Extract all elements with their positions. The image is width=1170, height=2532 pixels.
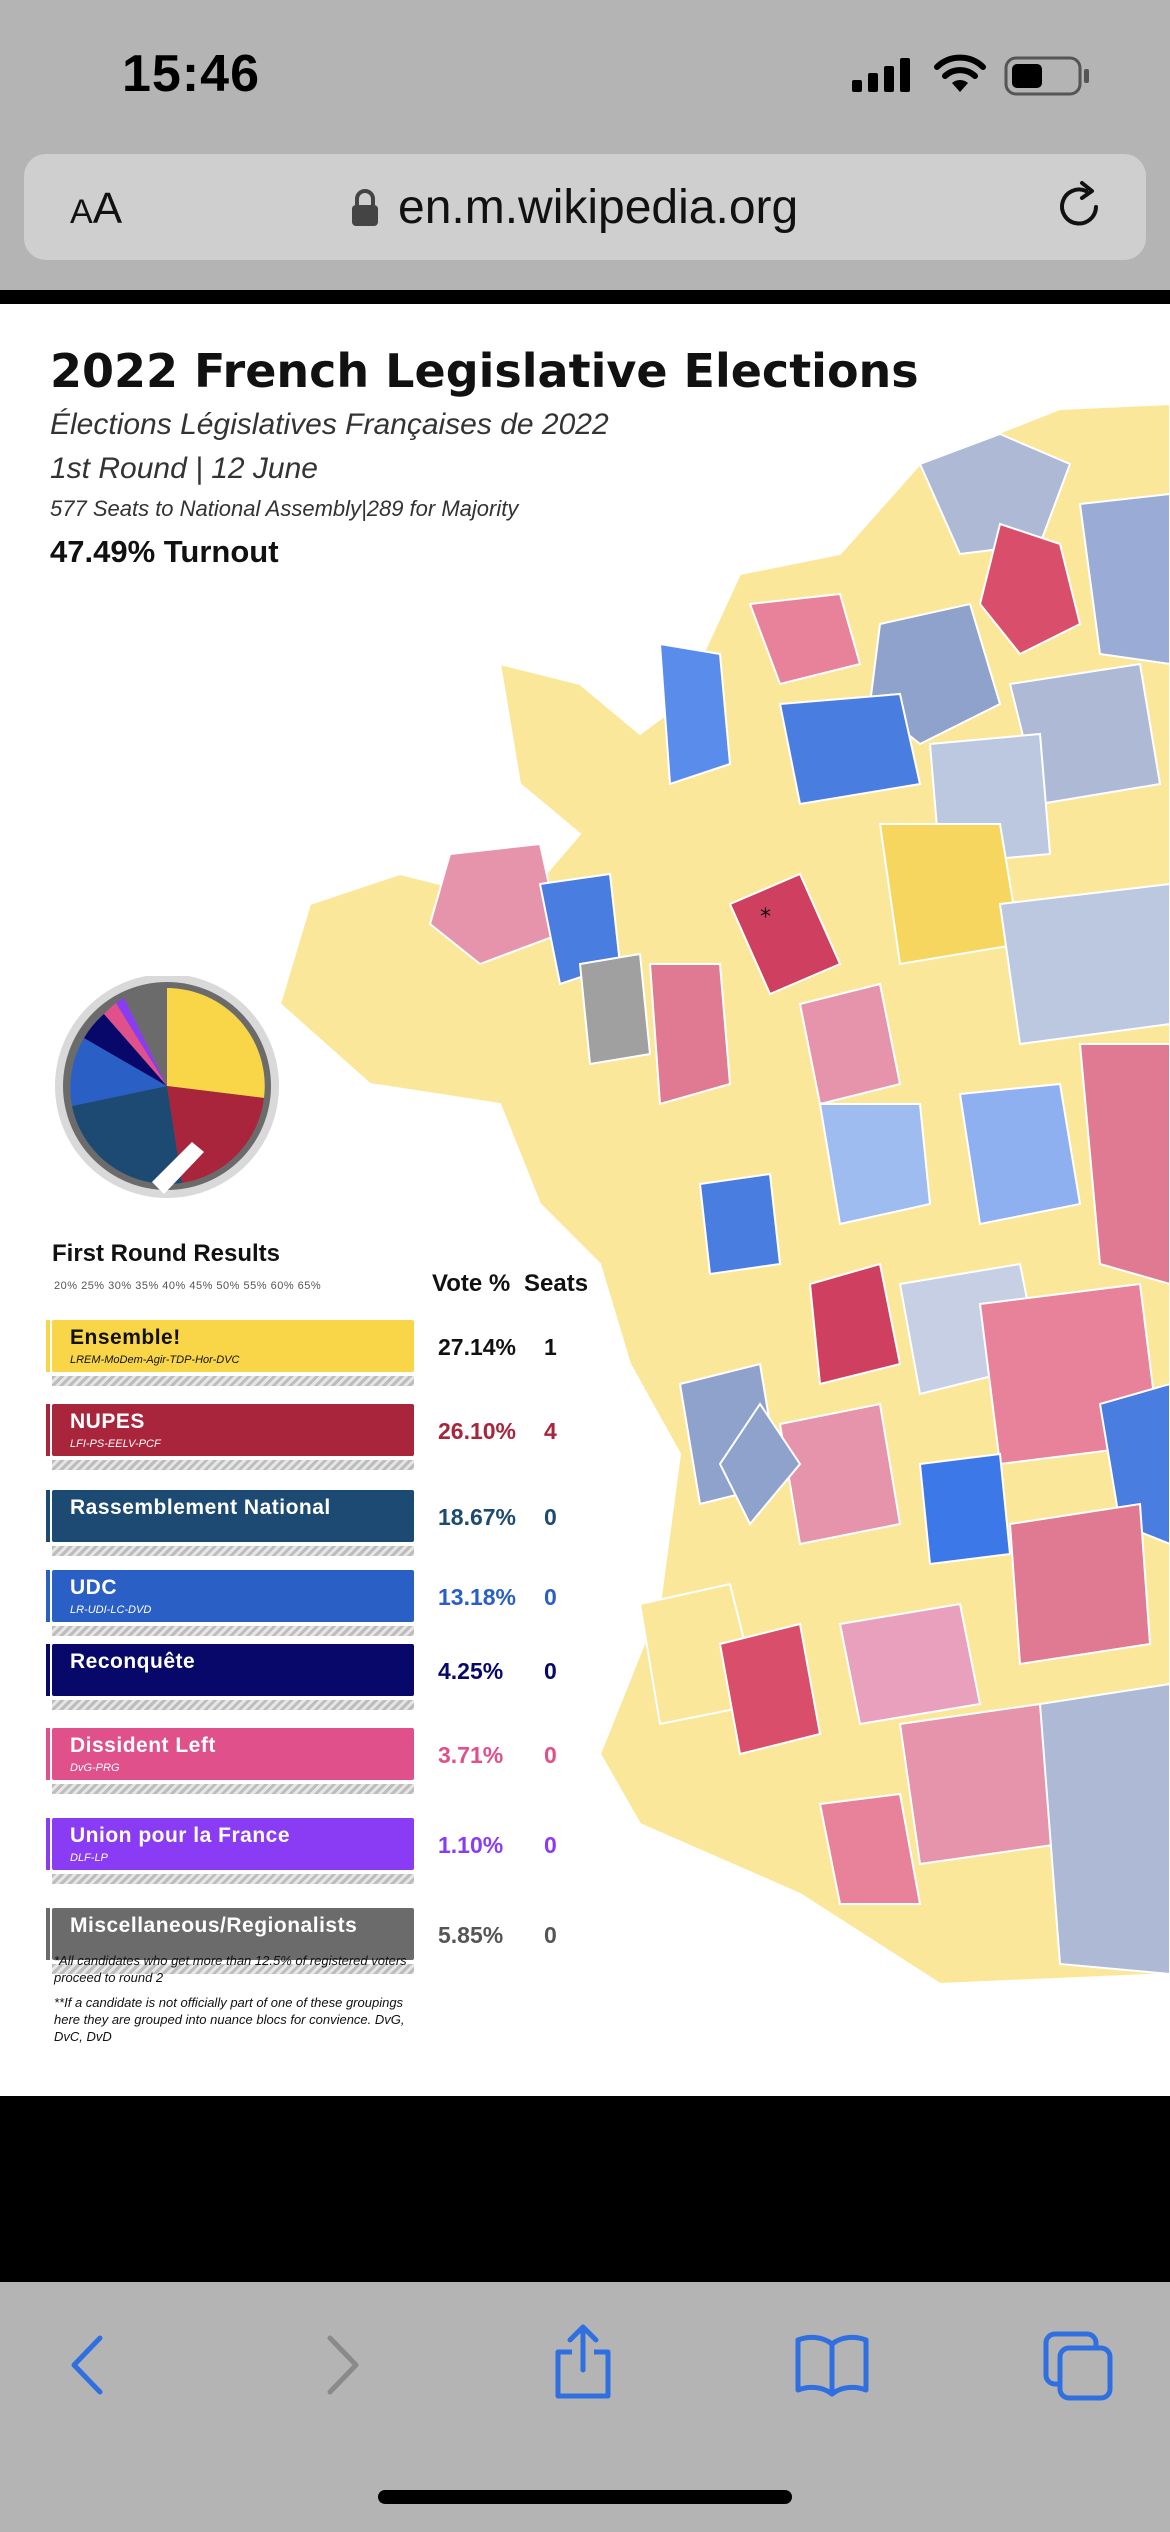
party-vote-percent: 13.18% [438,1584,517,1610]
party-name: Dissident Left [70,1734,216,1757]
party-row: Union pour la France DLF-LP [46,1818,414,1884]
party-hatch-bar [52,1626,414,1636]
bookmarks-icon[interactable] [794,2330,870,2400]
footnote-groupings: **If a candidate is not officially part … [54,1995,405,2044]
party-vote-percent: 18.67% [438,1504,517,1530]
france-results-map: * [280,404,1170,1986]
party-vote-percent: 4.25% [438,1658,504,1684]
aa-big-letter: A [92,184,123,233]
battery-icon [1004,56,1089,96]
url-text[interactable]: en.m.wikipedia.org [398,181,799,234]
party-row: Dissident Left DvG-PRG [46,1728,414,1794]
party-seats: 0 [544,1832,557,1858]
party-row: UDC LR-UDI-LC-DVD [46,1570,414,1636]
party-name: Ensemble! [70,1326,181,1349]
party-bar: Reconquête [52,1644,414,1696]
party-vote-percent: 5.85% [438,1922,504,1948]
vote-header: Vote % [432,1270,511,1297]
party-vote-percent: 27.14% [438,1334,517,1360]
party-hatch-bar [52,1874,414,1884]
address-bar[interactable]: AA en.m.wikipedia.org [24,154,1146,260]
party-row: Rassemblement National [46,1490,414,1556]
reader-text-size-button[interactable]: AA [70,184,122,234]
party-color-accent [46,1644,50,1696]
results-title: First Round Results [52,1240,281,1267]
party-color-accent [46,1490,50,1542]
party-row: Ensemble! LREM-MoDem-Agir-TDP-Hor-DVC [46,1320,414,1386]
map-round-date: 1st Round | 12 June [50,452,318,485]
party-color-accent [46,1728,50,1780]
results-scale: 20% 25% 30% 35% 40% 45% 50% 55% 60% 65% [54,1280,322,1292]
party-color-accent [46,1570,50,1622]
party-name: Miscellaneous/Regionalists [70,1914,358,1937]
status-bar: 15:46 [0,0,1170,150]
page-bottom-band [0,2096,1170,2282]
party-seats: 4 [544,1418,557,1444]
party-name: UDC [70,1576,117,1599]
party-hatch-bar [52,1460,414,1470]
aa-small-letter: A [70,193,93,231]
share-icon[interactable] [548,2322,618,2402]
party-hatch-bar [52,1546,414,1556]
party-seats: 0 [544,1584,557,1610]
svg-text:*: * [760,905,771,930]
party-hatch-bar [52,1964,414,1974]
party-subtitle: LFI-PS-EELV-PCF [70,1438,161,1450]
status-time: 15:46 [122,45,260,103]
party-name: Reconquête [70,1650,196,1673]
party-hatch-bar [52,1700,414,1710]
results-pie-chart [55,976,279,1198]
forward-icon[interactable] [310,2330,370,2400]
map-turnout: 47.49% Turnout [50,534,279,569]
tabs-icon[interactable] [1042,2330,1116,2404]
home-indicator[interactable] [378,2490,792,2504]
party-vote-percent: 3.71% [438,1742,504,1768]
party-color-accent [46,1404,50,1456]
party-bar: NUPES LFI-PS-EELV-PCF [52,1404,414,1456]
party-subtitle: LREM-MoDem-Agir-TDP-Hor-DVC [70,1354,240,1366]
party-name: Union pour la France [70,1824,291,1847]
map-title: 2022 French Legislative Elections [50,344,919,398]
page-top-divider [0,290,1170,304]
election-map-image[interactable]: * 2022 French Legislative Elections Élec… [0,304,1170,2096]
party-subtitle: DLF-LP [70,1852,108,1864]
party-bar: Ensemble! LREM-MoDem-Agir-TDP-Hor-DVC [52,1320,414,1372]
party-bar: Miscellaneous/Regionalists [52,1908,414,1960]
party-hatch-bar [52,1784,414,1794]
party-seats: 1 [544,1334,557,1360]
footnote-round2: *All candidates who get more than 12.5% … [54,1953,407,1985]
party-vote-percent: 26.10% [438,1418,517,1444]
party-color-accent [46,1908,50,1960]
party-bar: Union pour la France DLF-LP [52,1818,414,1870]
party-bar: UDC LR-UDI-LC-DVD [52,1570,414,1622]
party-row: Miscellaneous/Regionalists [46,1908,414,1974]
seats-header: Seats [524,1270,589,1297]
party-name: Rassemblement National [70,1496,331,1519]
party-subtitle: LR-UDI-LC-DVD [70,1604,152,1616]
party-row: Reconquête [46,1644,414,1710]
party-subtitle: DvG-PRG [70,1762,120,1774]
map-subtitle-french: Élections Législatives Françaises de 202… [50,408,609,441]
party-seats: 0 [544,1504,557,1530]
party-name: NUPES [70,1410,145,1433]
party-hatch-bar [52,1376,414,1386]
party-vote-percent: 1.10% [438,1832,504,1858]
cellular-signal-icon [852,58,910,92]
party-seats: 0 [544,1742,557,1768]
party-bar: Rassemblement National [52,1490,414,1542]
party-bar: Dissident Left DvG-PRG [52,1728,414,1780]
party-row: NUPES LFI-PS-EELV-PCF [46,1404,414,1470]
party-color-accent [46,1320,50,1372]
party-color-accent [46,1818,50,1870]
party-seats: 0 [544,1658,557,1684]
map-seats-info: 577 Seats to National Assembly|289 for M… [50,496,519,521]
wifi-icon [934,54,986,92]
reload-icon[interactable] [1052,180,1106,234]
back-icon[interactable] [60,2330,120,2400]
party-seats: 0 [544,1922,557,1948]
lock-icon [352,189,378,226]
